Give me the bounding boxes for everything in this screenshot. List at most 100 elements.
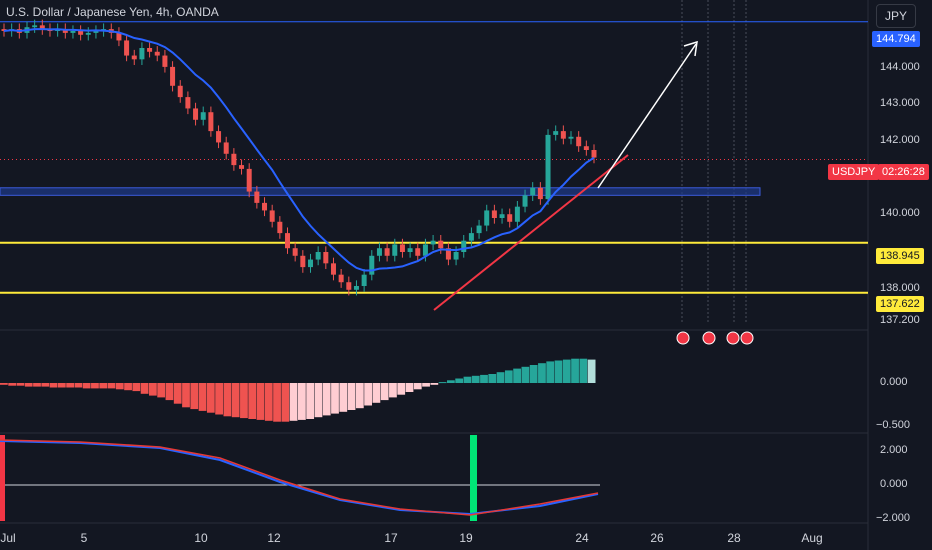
date-label: 12	[267, 531, 281, 545]
histogram-bar	[91, 383, 99, 389]
macd-signal-bar-green	[470, 435, 477, 521]
macd-label: 0.000	[880, 478, 908, 490]
histogram-bar	[372, 383, 381, 403]
date-label: 24	[575, 531, 589, 545]
chart-title: U.S. Dollar / Japanese Yen, 4h, OANDA	[6, 5, 219, 19]
histogram-bar	[463, 376, 472, 383]
date-label: 19	[459, 531, 473, 545]
histogram-bar	[298, 383, 306, 420]
candle-body	[254, 191, 260, 203]
histogram-bar	[364, 383, 372, 406]
candle-body	[384, 248, 390, 256]
oscillator-label: 0.000	[880, 376, 908, 388]
histogram-bar	[587, 359, 596, 383]
candle-body	[85, 32, 91, 35]
histogram-bar	[8, 383, 17, 386]
histogram-bar	[198, 383, 207, 411]
histogram-bar	[405, 383, 414, 392]
candle-body	[476, 225, 482, 234]
candle-body	[392, 244, 398, 256]
candle-body	[39, 25, 45, 30]
price-label: 142.000	[880, 134, 920, 146]
candle-body	[484, 210, 490, 226]
histogram-bar	[513, 368, 521, 383]
histogram-bar	[347, 383, 356, 410]
candle-body	[537, 187, 543, 200]
candle-body	[553, 131, 559, 135]
candle-body	[399, 244, 405, 252]
histogram-bar	[447, 380, 455, 383]
candle-body	[147, 48, 153, 52]
candle-body	[200, 112, 206, 120]
histogram-bar	[206, 383, 215, 413]
candle-body	[231, 153, 237, 166]
histogram-bar	[157, 383, 166, 398]
histogram-bar	[74, 383, 83, 388]
candle-body	[300, 255, 306, 268]
candle-body	[491, 210, 497, 218]
level-tag-lower: 137.622	[876, 296, 924, 312]
histogram-bar	[571, 358, 579, 383]
histogram-bar	[281, 383, 290, 422]
histogram-bar	[231, 383, 240, 418]
candle-body	[438, 240, 444, 249]
candle-body	[208, 112, 214, 132]
candle-body	[70, 31, 76, 33]
level-tag-upper: 138.945	[876, 248, 924, 264]
currency-button[interactable]: JPY	[876, 4, 916, 28]
candle-body	[185, 97, 191, 109]
candle-body	[277, 221, 283, 234]
projection-arrow	[597, 43, 697, 189]
histogram-bar	[529, 365, 538, 383]
macd-signal-bar-red	[0, 435, 5, 521]
candle-body	[361, 274, 367, 286]
histogram-bar	[422, 383, 430, 387]
candle-body	[568, 136, 574, 139]
histogram-bar	[455, 378, 464, 383]
candle-body	[62, 29, 68, 33]
histogram-bar	[99, 383, 108, 389]
trendline	[433, 154, 629, 311]
candle-body	[330, 263, 336, 275]
date-label: Jul	[0, 531, 16, 545]
histogram-bar	[504, 370, 513, 383]
histogram-bar	[124, 383, 132, 391]
ticker-symbol-tag: USDJPY	[828, 164, 880, 180]
histogram-bar	[223, 383, 232, 417]
candle-body	[338, 274, 344, 283]
histogram-bar	[66, 383, 74, 388]
histogram-bar	[471, 375, 480, 383]
candle-body	[545, 134, 551, 200]
candle-body	[583, 146, 589, 150]
candle-body	[560, 131, 566, 139]
event-flag-icon	[702, 331, 716, 345]
candle-body	[353, 286, 359, 290]
date-label: Aug	[801, 531, 823, 545]
histogram-bar	[24, 383, 33, 387]
candle-body	[269, 210, 275, 222]
candle-body	[369, 255, 375, 275]
candle-body	[315, 252, 321, 260]
histogram-bar	[488, 374, 497, 383]
price-label: 137.200	[880, 314, 920, 326]
histogram-bar	[380, 383, 389, 401]
candle-body	[177, 85, 183, 98]
candle-body	[376, 248, 382, 256]
candle-body	[124, 40, 130, 56]
histogram-bar	[240, 383, 248, 419]
histogram-bar	[49, 383, 58, 388]
histogram-bar	[82, 383, 91, 389]
price-label: 140.000	[880, 207, 920, 219]
candle-body	[116, 32, 122, 41]
histogram-bar	[314, 383, 323, 418]
candle-body	[170, 66, 176, 86]
macd-label: −2.000	[876, 512, 910, 524]
oscillator-label: −0.500	[876, 419, 910, 431]
moving-average-line	[3, 28, 595, 272]
candle-body	[415, 248, 421, 256]
candle-body	[246, 168, 252, 192]
histogram-bar	[107, 383, 116, 389]
histogram-bar	[273, 383, 281, 422]
histogram-bar	[339, 383, 348, 412]
